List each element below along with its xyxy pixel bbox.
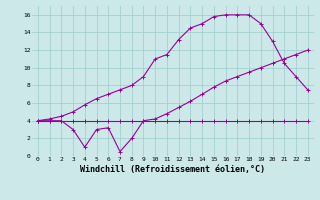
X-axis label: Windchill (Refroidissement éolien,°C): Windchill (Refroidissement éolien,°C) — [80, 165, 265, 174]
